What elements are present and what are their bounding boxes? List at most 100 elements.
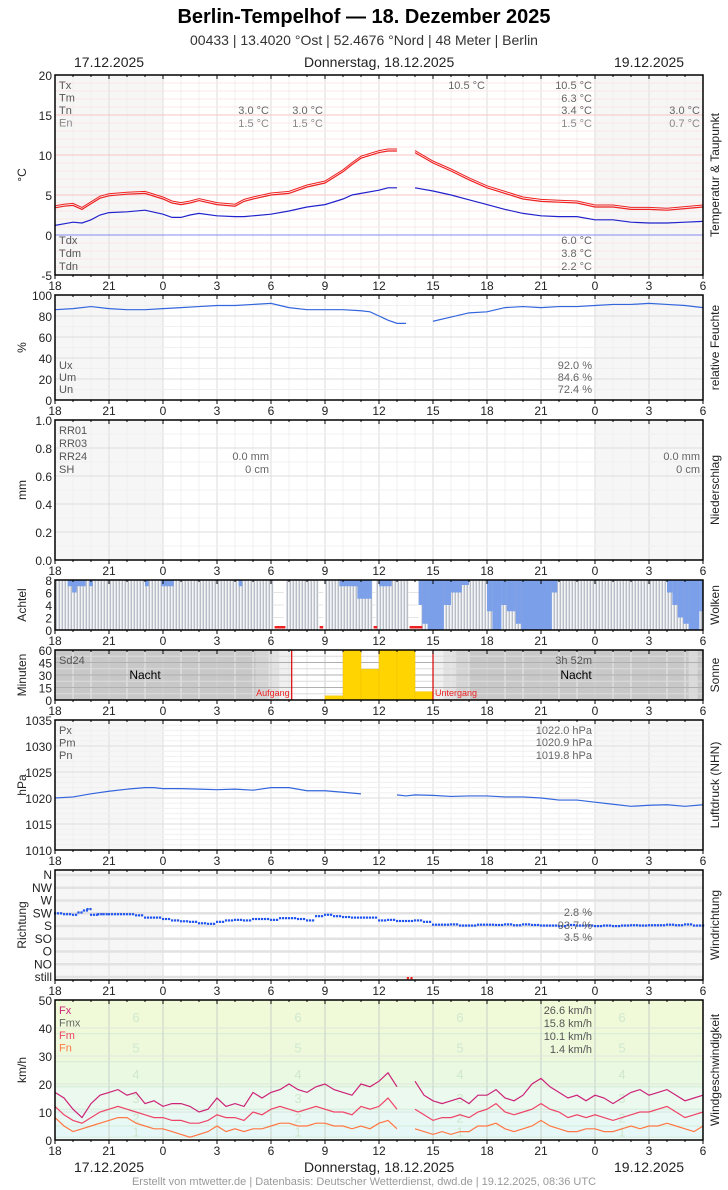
panel-title: Temperatur & Taupunkt: [708, 112, 722, 237]
cloud-cover-bar: [339, 580, 360, 587]
wind-fm-line: [54, 1097, 398, 1124]
wind-direction-dot: [333, 915, 336, 918]
missing-data-marker: [409, 626, 423, 629]
legend-item: Pn: [59, 750, 72, 762]
wind-direction-dot: [150, 916, 153, 919]
beaufort-label: 5: [618, 1041, 625, 1056]
x-tick-label: 21: [534, 634, 548, 648]
x-tick-label: 12: [372, 854, 386, 868]
wind-direction-dot: [132, 913, 135, 916]
x-tick-label: 6: [700, 854, 707, 868]
wind-direction-dot: [321, 915, 324, 918]
wind-direction-dot: [108, 913, 111, 916]
wind-fn-line: [54, 1116, 398, 1138]
cloud-cover-bar: [443, 580, 451, 605]
legend-item: Tn: [59, 105, 72, 117]
x-tick-label: 6: [268, 404, 275, 418]
legend-item: Pm: [59, 738, 76, 750]
cloud-cover-bar: [72, 580, 77, 593]
x-tick-label: 15: [426, 404, 440, 418]
wind-direction-dot: [228, 919, 231, 922]
wind-direction-dot: [86, 908, 89, 911]
x-tick-label: 18: [48, 564, 62, 578]
date-right-bottom: 19.12.2025: [614, 1159, 685, 1175]
wind-fx-line: [54, 1071, 398, 1119]
panel-title: Windgeschwindigkeit: [708, 1013, 722, 1126]
x-tick-label: 6: [700, 1144, 707, 1158]
wind-direction-dot: [657, 924, 660, 927]
legend-item: RR01: [59, 425, 87, 437]
x-tick-label: 18: [480, 279, 494, 293]
y-tick-label: 0: [45, 1134, 52, 1148]
wind-direction-dot: [597, 925, 600, 928]
sunrise-label: Aufgang: [256, 688, 290, 698]
beaufort-label: 2: [456, 1111, 463, 1126]
y-tick-label: 1025: [25, 766, 52, 780]
wind-direction-dot: [426, 920, 429, 923]
pressure-line: [54, 786, 362, 799]
wind-direction-dot: [579, 924, 582, 927]
wind-direction-dot: [249, 919, 252, 922]
legend-item: Tm: [59, 93, 75, 105]
y-axis-label: °C: [15, 168, 29, 182]
wind-direction-dot: [255, 917, 258, 921]
wind-direction-dot: [417, 919, 420, 922]
wind-direction-dot: [609, 924, 612, 927]
wind-direction-dot: [489, 923, 492, 926]
x-tick-label: 9: [322, 634, 329, 648]
chart-annotation: 0.0 mm: [663, 451, 700, 463]
chart-annotation: 1020.9 hPa: [536, 737, 593, 749]
legend-item: Tx: [59, 80, 72, 92]
wind-direction-dot: [147, 916, 150, 919]
wind-direction-dot: [552, 924, 555, 927]
x-tick-label: 12: [372, 634, 386, 648]
x-tick-label: 21: [102, 404, 116, 418]
y-tick-label: 20: [39, 69, 53, 83]
wind-direction-dot: [174, 919, 177, 922]
chart-annotation: 0.7 °C: [669, 118, 700, 130]
wind-direction-dot: [57, 912, 60, 915]
wind-direction-dot: [612, 925, 615, 928]
chart-annotation: 3.0 °C: [238, 105, 269, 117]
legend-item: Um: [59, 372, 76, 384]
wind-direction-dot: [654, 924, 657, 927]
legend-item: SH: [59, 464, 74, 476]
wind-direction-dot: [294, 917, 297, 920]
calm-marker: [410, 977, 413, 980]
panel-title: Sonne: [708, 657, 722, 692]
wind-direction-dot: [366, 916, 369, 919]
wind-direction-dot: [117, 913, 120, 916]
date-right: 19.12.2025: [614, 54, 685, 70]
beaufort-label: 5: [294, 1041, 301, 1056]
x-tick-label: 0: [592, 279, 599, 293]
wind-direction-dot: [525, 923, 528, 926]
x-tick-label: 21: [102, 564, 116, 578]
x-tick-label: 3: [646, 854, 653, 868]
date-row-top: 17.12.2025 Donnerstag, 18.12.2025 19.12.…: [0, 54, 728, 72]
cloud-cover-bar: [161, 580, 174, 587]
wind-direction-dot: [189, 920, 192, 923]
y-tick-label: 50: [39, 994, 53, 1008]
wind-direction-dot: [381, 919, 384, 922]
x-tick-label: 12: [372, 1144, 386, 1158]
legend-item: Fmx: [59, 1018, 81, 1030]
y-tick-label: 10: [39, 1106, 53, 1120]
cloud-cover-bar: [699, 580, 703, 612]
wind-direction-dot: [672, 923, 675, 926]
wind-direction-dot: [75, 913, 78, 916]
x-tick-label: 6: [700, 634, 707, 648]
wind-direction-dot: [456, 923, 459, 926]
y-tick-label: 40: [39, 352, 53, 366]
wind-direction-dot: [642, 924, 645, 927]
wind-direction-dot: [438, 923, 441, 926]
x-tick-label: 15: [426, 984, 440, 998]
wind-direction-dot: [318, 915, 321, 918]
y-axis-label: Minuten: [15, 654, 29, 697]
x-tick-label: 9: [322, 564, 329, 578]
wind-direction-dot: [342, 915, 345, 919]
wind-direction-dot: [264, 917, 267, 921]
y-tick-label: 0.0: [35, 554, 52, 568]
